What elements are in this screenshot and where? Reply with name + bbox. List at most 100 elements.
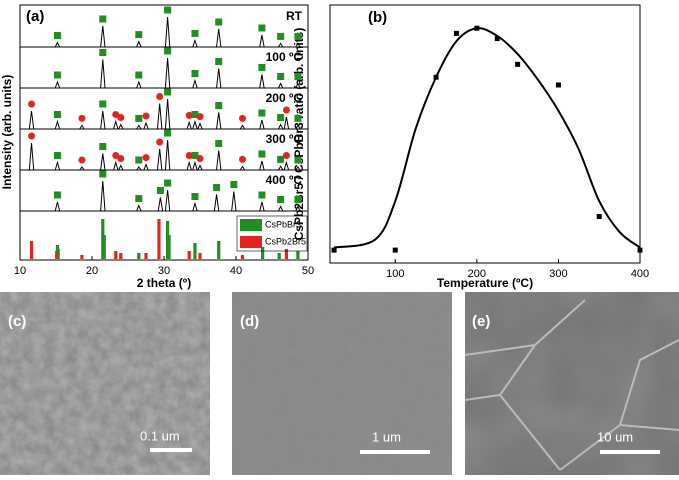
phase-marker	[135, 71, 143, 79]
peak	[79, 166, 85, 171]
phase-marker	[53, 32, 61, 39]
peak	[295, 42, 301, 48]
peak	[118, 164, 124, 171]
phase-marker	[258, 64, 266, 71]
peak	[164, 57, 171, 89]
phase-marker	[185, 152, 193, 159]
phase-marker	[78, 156, 86, 164]
peak	[216, 28, 222, 48]
phase-marker	[156, 93, 164, 100]
reference-stick	[187, 251, 191, 259]
phase-marker	[258, 150, 266, 158]
peak	[186, 160, 192, 171]
reference-stick	[198, 253, 202, 259]
legend-swatch	[240, 219, 262, 231]
phase-marker	[191, 29, 199, 37]
legend-swatch	[240, 236, 262, 248]
phase-marker	[164, 179, 172, 187]
phase-marker	[191, 152, 199, 159]
peak	[54, 160, 61, 171]
peak	[231, 191, 237, 212]
peak	[277, 205, 284, 212]
peak	[100, 110, 106, 130]
trace-label: 200 ºC	[266, 91, 303, 105]
peak	[156, 148, 163, 171]
reference-stick	[80, 255, 84, 259]
micrograph: (e) 10 um	[464, 292, 679, 475]
data-point	[453, 30, 459, 36]
scale-bar	[600, 450, 660, 454]
phase-marker	[164, 88, 172, 96]
phase-marker	[164, 6, 172, 14]
data-point	[331, 247, 337, 253]
y-axis-label: CsPb2Br5 / CsPbBr3 ratio (arb. units)	[292, 28, 306, 241]
peak	[239, 124, 246, 130]
peak	[143, 163, 149, 171]
peak	[136, 40, 142, 48]
reference-stick	[277, 253, 281, 259]
peak	[283, 160, 290, 171]
peak	[164, 16, 171, 48]
peak	[28, 110, 35, 130]
peak	[277, 123, 284, 130]
phase-marker	[294, 32, 302, 40]
data-point	[515, 61, 521, 67]
panel-label: (a)	[26, 8, 44, 25]
plot-frame	[329, 4, 641, 264]
phase-marker	[53, 191, 61, 199]
peak	[295, 124, 301, 130]
phase-marker	[53, 111, 61, 118]
phase-marker	[215, 18, 223, 26]
peak	[28, 142, 35, 171]
panel-label: (b)	[368, 9, 387, 26]
phase-marker	[142, 112, 150, 120]
phase-marker	[258, 191, 266, 199]
x-axis-label: 2 theta (º)	[137, 276, 191, 290]
reference-stick	[119, 253, 123, 259]
phase-marker	[53, 152, 61, 159]
peak	[259, 201, 265, 212]
phase-marker	[112, 152, 120, 159]
reference-stick	[55, 251, 59, 259]
data-point	[474, 25, 480, 31]
phase-marker	[135, 156, 143, 164]
scale-bar-label: 10 um	[597, 429, 633, 444]
peak	[239, 165, 246, 171]
peak	[100, 59, 106, 89]
phase-marker	[294, 114, 302, 122]
phase-marker	[282, 152, 290, 159]
phase-marker	[112, 111, 120, 118]
micrograph: (c) 0.1 um	[0, 292, 210, 475]
reference-stick	[114, 251, 118, 259]
micrograph: (d) 1 um	[232, 292, 452, 475]
peak	[54, 119, 61, 130]
peak	[54, 80, 61, 89]
phase-marker	[117, 155, 125, 162]
y-axis-label: Intensity (arb. units)	[0, 75, 14, 190]
peak	[197, 122, 203, 130]
panel-label: (e)	[472, 313, 490, 330]
data-point	[433, 74, 439, 80]
phase-marker	[99, 170, 107, 178]
peak	[136, 80, 142, 89]
x-axis-label: Temperature (ºC)	[437, 276, 533, 290]
legend-label: CsPb2Br5	[265, 236, 306, 246]
scale-bar-label: 1 um	[372, 429, 401, 444]
peak	[295, 82, 301, 89]
phase-marker	[164, 47, 172, 55]
x-tick-label: 50	[302, 265, 314, 277]
phase-marker	[164, 129, 172, 137]
peak	[216, 68, 222, 89]
peak	[186, 120, 192, 130]
peak	[278, 165, 284, 171]
phase-marker	[277, 114, 285, 121]
panel-label: (d)	[240, 313, 259, 330]
phase-marker	[156, 187, 164, 194]
data-point	[637, 247, 643, 253]
reference-stick	[240, 255, 245, 259]
peak	[136, 124, 142, 130]
trace-label: RT	[286, 9, 303, 23]
peak	[283, 116, 290, 130]
peak	[100, 153, 106, 171]
